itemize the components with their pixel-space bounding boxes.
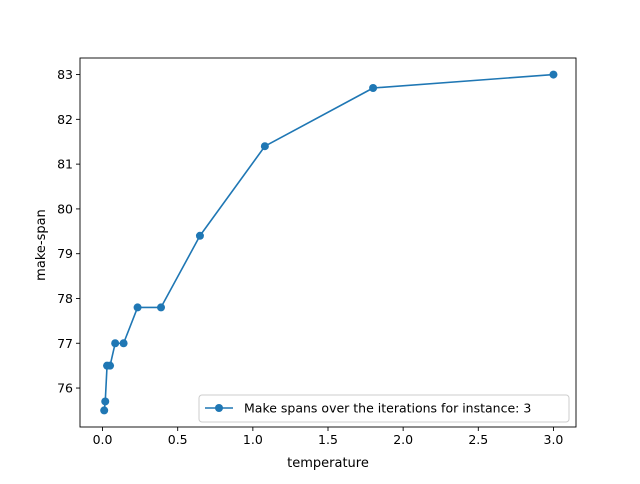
- legend-frame: [198, 394, 570, 423]
- data-point: [260, 142, 269, 151]
- x-tick-label: 0.5: [168, 432, 188, 447]
- y-tick-label: 82: [57, 112, 73, 127]
- y-axis-label: make-span: [34, 209, 49, 281]
- legend-entry-label: Make spans over the iterations for insta…: [244, 401, 531, 416]
- x-tick-label: 0.0: [93, 432, 113, 447]
- legend: Make spans over the iterations for insta…: [198, 394, 570, 423]
- data-point: [133, 303, 142, 312]
- y-tick-label: 79: [57, 246, 73, 261]
- x-tick-label: 1.5: [318, 432, 338, 447]
- data-point: [549, 70, 558, 79]
- data-point: [195, 231, 204, 240]
- data-point: [369, 84, 378, 92]
- x-tick-label: 3.0: [544, 432, 564, 447]
- x-tick-label: 2.5: [468, 432, 488, 447]
- y-tick-label: 83: [57, 67, 73, 82]
- axes: 0.0 0.5 1.0 1.5 2.0 2.5 3.0 76 77 78 79 80 81 82 83: [57, 57, 577, 447]
- y-tick-label: 77: [57, 336, 73, 351]
- data-point: [101, 397, 110, 406]
- x-axis-label: temperature: [287, 456, 369, 471]
- series-line: [103, 73, 554, 411]
- y-tick-label: 78: [57, 291, 73, 306]
- data-point: [103, 361, 112, 370]
- y-tick-label: 81: [57, 157, 73, 172]
- y-tick-label: 76: [57, 381, 73, 396]
- data-point: [100, 406, 109, 415]
- data-point: [119, 339, 128, 348]
- x-tick-label: 1.0: [243, 432, 263, 447]
- data-point: [157, 303, 166, 312]
- x-tick-label: 2.0: [393, 432, 413, 447]
- data-point: [111, 339, 120, 348]
- legend-marker-swatch: [215, 404, 223, 412]
- y-tick-label: 80: [57, 201, 73, 216]
- data-layer: [100, 70, 558, 415]
